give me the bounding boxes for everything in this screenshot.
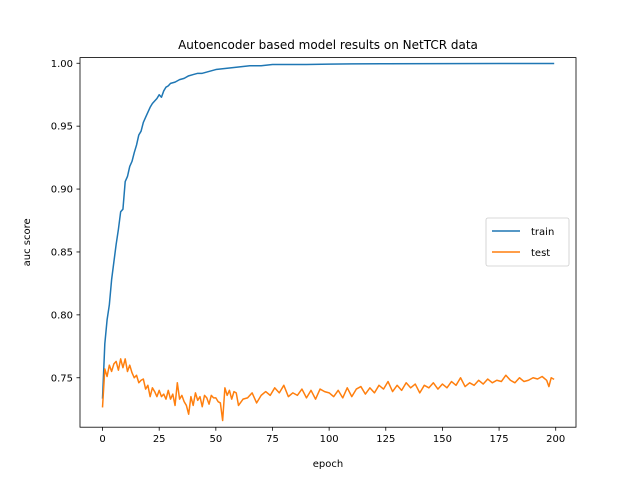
x-tick-label: 50 [209, 434, 222, 445]
y-tick-label: 1.00 [51, 59, 73, 70]
y-tick-label: 0.90 [51, 185, 73, 196]
x-tick-label: 25 [153, 434, 166, 445]
x-tick-label: 200 [546, 434, 565, 445]
x-tick-label: 100 [320, 434, 339, 445]
legend-box [485, 217, 570, 267]
x-tick-label: 150 [433, 434, 452, 445]
legend-label-train: train [531, 227, 554, 238]
chart-title: Autoencoder based model results on NetTC… [178, 38, 478, 52]
x-axis-ticks: 0 25 50 75 100 125 150 175 200 [99, 427, 565, 445]
x-axis-label: epoch [313, 459, 343, 470]
series-lines [101, 62, 555, 422]
y-tick-label: 0.80 [51, 310, 73, 321]
x-tick-label: 75 [266, 434, 279, 445]
y-axis-ticks: 0.75 0.80 0.85 0.90 0.95 1.00 [51, 59, 80, 384]
y-tick-label: 0.75 [51, 373, 73, 384]
axes-frame [79, 57, 577, 428]
y-axis-label: auc score [22, 218, 33, 266]
series-line-test [101, 358, 555, 422]
y-tick-label: 0.85 [51, 247, 73, 258]
x-tick-label: 175 [490, 434, 509, 445]
series-line-train [101, 62, 555, 399]
legend: train test [485, 217, 570, 267]
x-tick-label: 0 [99, 434, 105, 445]
legend-label-test: test [531, 248, 550, 259]
x-tick-label: 125 [376, 434, 395, 445]
y-tick-label: 0.95 [51, 122, 73, 133]
